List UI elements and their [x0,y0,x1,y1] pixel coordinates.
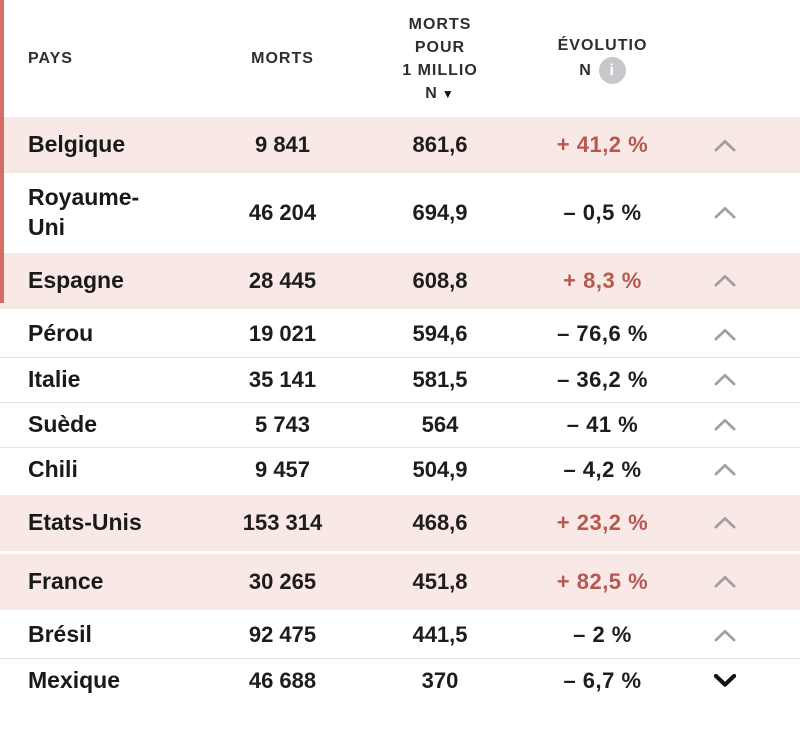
country-cell: Chili [0,455,195,485]
table-row: Royaume-Uni 46 204 694,9 – 0,5 % [0,176,800,250]
chevron-up-icon[interactable] [711,415,739,435]
sort-desc-icon[interactable]: ▼ [441,86,455,101]
country-name: Italie [28,365,81,392]
column-header-morts-per-million[interactable]: MORTS POUR 1 MILLIO N ▼ [370,13,510,106]
deaths-cell: 92 475 [248,622,317,648]
table-row: Mexique 46 688 370 – 6,7 % [0,657,800,703]
deaths-per-million-cell: 608,8 [412,267,468,293]
table-row: Italie 35 141 581,5 – 36,2 % [0,356,800,402]
chevron-up-icon[interactable] [711,135,739,155]
country-name: Royaume-Uni [28,184,140,240]
evolution-cell: – 0,5 % [563,199,642,225]
country-name: Suède [28,410,98,437]
table-header: PAYS MORTS MORTS POUR 1 MILLIO N ▼ ÉVOLU… [0,0,800,114]
country-name: Belgique [28,131,126,158]
evolution-cell: + 82,5 % [556,568,649,594]
header-line: N [579,62,592,79]
deaths-cell: 19 021 [248,321,317,347]
header-line: POUR [414,38,466,56]
country-name: Brésil [28,621,92,648]
country-cell: Belgique [0,130,195,160]
country-cell: Brésil [0,620,195,650]
country-cell: Pérou [0,319,195,349]
chevron-up-icon[interactable] [711,370,739,390]
evolution-cell: – 36,2 % [557,366,648,392]
table-row: France 30 265 451,8 + 82,5 % [0,553,800,610]
country-cell: Espagne [0,266,195,296]
country-name: France [28,567,104,594]
deaths-cell: 28 445 [248,267,317,293]
table-body: Belgique 9 841 861,6 + 41,2 % Royaume-Un… [0,117,800,703]
chevron-up-icon[interactable] [711,625,739,645]
deaths-per-million-cell: 370 [421,667,459,693]
evolution-cell: + 8,3 % [563,267,642,293]
header-line: ÉVOLUTIO [557,36,648,54]
evolution-cell: – 2 % [573,622,632,648]
evolution-cell: – 4,2 % [563,456,642,482]
country-name: Etats-Unis [28,508,142,535]
deaths-per-million-cell: 861,6 [412,132,468,157]
country-cell: Etats-Unis [0,508,195,538]
country-cell: Suède [0,410,195,440]
evolution-cell: – 76,6 % [557,321,648,347]
column-header-evolution[interactable]: ÉVOLUTIO N i [510,34,695,85]
table-row: Suède 5 743 564 – 41 % [0,401,800,447]
chevron-up-icon[interactable] [711,572,739,592]
table-row: Etats-Unis 153 314 468,6 + 23,2 % [0,494,800,551]
deaths-per-million-cell: 441,5 [412,622,468,648]
table-row: Pérou 19 021 594,6 – 76,6 % [0,312,800,357]
deaths-per-million-cell: 594,6 [412,321,468,347]
left-edge-red-strip [0,0,4,303]
chevron-up-icon[interactable] [711,460,739,480]
evolution-cell: – 6,7 % [563,667,642,693]
header-line: MORTS [408,15,472,33]
country-cell: Italie [0,365,195,395]
header-line: N [425,85,438,103]
deaths-cell: 9 841 [254,132,311,157]
deaths-per-million-cell: 564 [421,411,459,437]
table-row: Belgique 9 841 861,6 + 41,2 % [0,117,800,173]
deaths-cell: 5 743 [254,411,311,437]
country-name: Pérou [28,320,94,347]
deaths-by-country-table: PAYS MORTS MORTS POUR 1 MILLIO N ▼ ÉVOLU… [0,0,800,703]
table-row: Espagne 28 445 608,8 + 8,3 % [0,252,800,309]
country-name: Espagne [28,266,124,293]
country-cell: Royaume-Uni [0,183,195,243]
country-name: Mexique [28,666,121,693]
column-header-morts[interactable]: MORTS [251,50,314,68]
evolution-cell: – 41 % [566,411,639,437]
deaths-per-million-cell: 468,6 [412,509,468,535]
deaths-cell: 9 457 [254,456,311,482]
info-icon[interactable]: i [598,57,626,85]
chevron-down-icon[interactable] [711,671,739,691]
deaths-per-million-cell: 451,8 [412,568,468,594]
evolution-cell: + 41,2 % [556,132,649,157]
chevron-up-icon[interactable] [711,203,739,223]
chevron-up-icon[interactable] [711,324,739,344]
country-name: Chili [28,455,78,482]
deaths-cell: 30 265 [248,568,317,594]
table-row: Brésil 92 475 441,5 – 2 % [0,613,800,658]
chevron-up-icon[interactable] [711,271,739,291]
country-cell: France [0,567,195,597]
deaths-cell: 153 314 [242,509,323,535]
deaths-cell: 35 141 [248,366,317,392]
deaths-cell: 46 204 [248,199,317,225]
chevron-up-icon[interactable] [711,513,739,533]
deaths-per-million-cell: 694,9 [412,199,468,225]
deaths-per-million-cell: 504,9 [412,456,468,482]
header-line: 1 MILLIO [402,62,478,79]
country-cell: Mexique [0,666,195,696]
table-row: Chili 9 457 504,9 – 4,2 % [0,446,800,492]
column-header-pays[interactable]: PAYS [28,50,73,68]
deaths-cell: 46 688 [248,667,317,693]
deaths-per-million-cell: 581,5 [412,366,468,392]
evolution-cell: + 23,2 % [556,509,649,535]
